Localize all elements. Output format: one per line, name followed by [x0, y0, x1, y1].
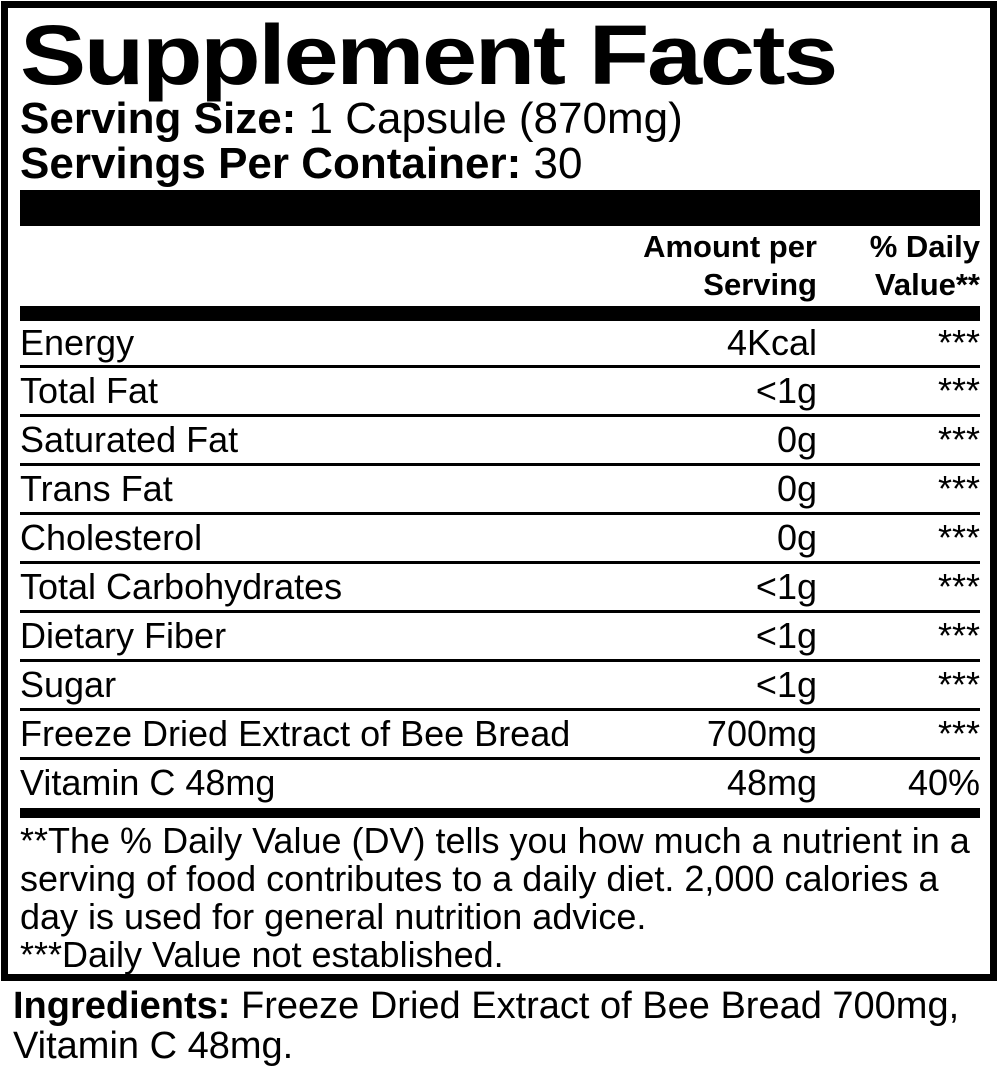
dv-value: *** [937, 322, 980, 363]
amount-header-line2: Serving [703, 267, 817, 302]
nutrient-name: Vitamin C 48mg [20, 762, 276, 803]
table-row: Trans Fat 0g *** [20, 466, 980, 515]
dv-value: *** [937, 517, 980, 558]
dv-value: *** [937, 370, 980, 411]
not-established-footnote: ***Daily Value not established. [20, 934, 504, 975]
table-row: Total Fat <1g *** [20, 368, 980, 417]
table-row: Dietary Fiber <1g *** [20, 613, 980, 662]
dv-value: *** [937, 615, 980, 656]
dv-value: *** [937, 713, 980, 754]
table-row: Vitamin C 48mg 48mg 40% [20, 760, 980, 806]
serving-size-line: Serving Size: 1 Capsule (870mg) [20, 96, 980, 141]
amount-value: 4Kcal [726, 322, 817, 363]
amount-value: 700mg [706, 713, 817, 754]
divider-bar-bottom [20, 808, 980, 818]
panel-title-row: Supplement Facts [20, 8, 980, 102]
nutrient-name: Cholesterol [20, 517, 203, 558]
table-row: Energy 4Kcal *** [20, 321, 980, 368]
amount-value: <1g [755, 566, 817, 607]
amount-value: <1g [755, 615, 817, 656]
table-row: Freeze Dried Extract of Bee Bread 700mg … [20, 711, 980, 760]
amount-value: 0g [776, 468, 817, 509]
serving-size-label: Serving Size: [20, 94, 297, 143]
ingredients-label: Ingredients: [13, 985, 231, 1027]
amount-value: <1g [755, 664, 817, 705]
daily-value-column-header: % Daily Value** [817, 228, 980, 304]
nutrient-name: Freeze Dried Extract of Bee Bread [20, 713, 571, 754]
table-row: Total Carbohydrates <1g *** [20, 564, 980, 613]
nutrient-name: Saturated Fat [20, 419, 239, 460]
amount-column-header: Amount per Serving [643, 228, 817, 304]
amount-value: <1g [755, 370, 817, 411]
nutrient-name: Energy [20, 322, 135, 363]
table-row: Saturated Fat 0g *** [20, 417, 980, 466]
dv-value: *** [937, 419, 980, 460]
amount-value: 0g [776, 419, 817, 460]
servings-per-container-line: Servings Per Container: 30 [20, 141, 980, 186]
nutrient-name: Total Fat [20, 370, 159, 411]
dv-value: 40% [907, 762, 980, 803]
supplement-facts-panel: Supplement Facts Serving Size: 1 Capsule… [1, 1, 997, 981]
servings-per-container-value: 30 [533, 139, 583, 188]
panel-title: Supplement Facts [20, 8, 838, 102]
dv-value: *** [937, 664, 980, 705]
nutrient-name: Total Carbohydrates [20, 566, 343, 607]
nutrient-table: Energy 4Kcal *** Total Fat <1g *** Satur… [20, 321, 980, 806]
daily-value-footnote: **The % Daily Value (DV) tells you how m… [20, 820, 970, 937]
nutrient-name: Dietary Fiber [20, 615, 227, 656]
dv-value: *** [937, 468, 980, 509]
ingredients-value: Freeze Dried Extract of Bee Bread 700mg,… [13, 985, 960, 1067]
nutrient-name: Trans Fat [20, 468, 173, 509]
dv-header-line2: Value** [874, 267, 980, 302]
column-header-row: Amount per Serving % Daily Value** [20, 226, 980, 306]
amount-value: 48mg [726, 762, 817, 803]
servings-per-container-label: Servings Per Container: [20, 139, 522, 188]
ingredients-section: Ingredients: Freeze Dried Extract of Bee… [13, 986, 979, 1066]
divider-bar-top [20, 190, 980, 226]
divider-bar-header [20, 306, 980, 321]
footnote-block: **The % Daily Value (DV) tells you how m… [20, 818, 980, 974]
amount-value: 0g [776, 517, 817, 558]
nutrient-name: Sugar [20, 664, 117, 705]
serving-size-value: 1 Capsule (870mg) [308, 94, 683, 143]
table-row: Cholesterol 0g *** [20, 515, 980, 564]
amount-header-line1: Amount per [643, 229, 817, 264]
dv-header-line1: % Daily [869, 229, 980, 264]
table-row: Sugar <1g *** [20, 662, 980, 711]
dv-value: *** [937, 566, 980, 607]
